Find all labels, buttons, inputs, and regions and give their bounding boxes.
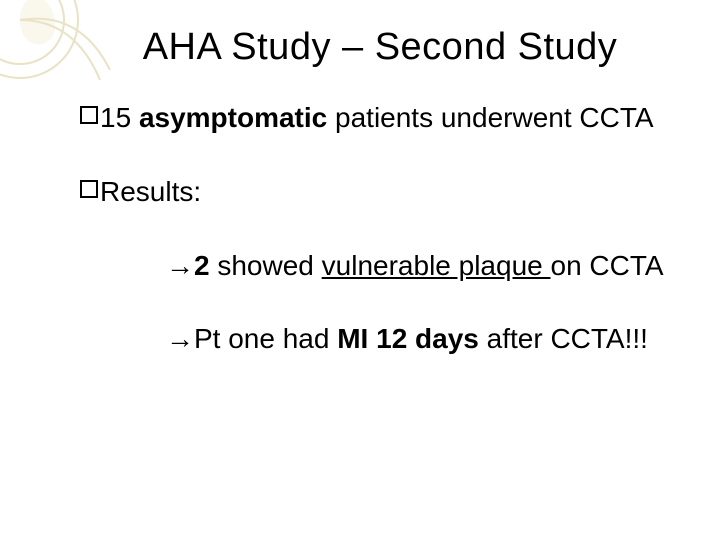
- result-point-1: →2 showed vulnerable plaque on CCTA: [80, 247, 680, 285]
- p1-underline: vulnerable plaque: [322, 250, 551, 281]
- bullet-2-text: Results:: [100, 173, 201, 211]
- p1-mid: showed: [210, 250, 322, 281]
- p1-bold1: 2: [194, 250, 210, 281]
- arrow-icon: →: [166, 250, 194, 281]
- bullet-1-rest: patients underwent CCTA: [327, 102, 653, 133]
- result-point-2: →Pt one had MI 12 days after CCTA!!!: [80, 320, 680, 358]
- slide-title: AHA Study – Second Study: [80, 26, 680, 69]
- square-bullet-icon: [80, 106, 98, 124]
- slide-body: 15 asymptomatic patients underwent CCTA …: [80, 99, 680, 358]
- bullet-1: 15 asymptomatic patients underwent CCTA: [80, 99, 680, 137]
- p2-tail: after CCTA!!!: [479, 323, 648, 354]
- square-bullet-icon: [80, 180, 98, 198]
- bullet-1-bold: asymptomatic: [139, 102, 327, 133]
- bullet-2: Results:: [80, 173, 680, 211]
- bullet-1-text: 15 asymptomatic patients underwent CCTA: [100, 99, 654, 137]
- p2-bold: MI 12 days: [337, 323, 479, 354]
- p1-tail: on CCTA: [551, 250, 664, 281]
- bullet-1-number: 15: [100, 102, 131, 133]
- slide-content: AHA Study – Second Study 15 asymptomatic…: [0, 0, 720, 414]
- arrow-icon: →: [166, 323, 194, 354]
- p2-lead: Pt one had: [194, 323, 337, 354]
